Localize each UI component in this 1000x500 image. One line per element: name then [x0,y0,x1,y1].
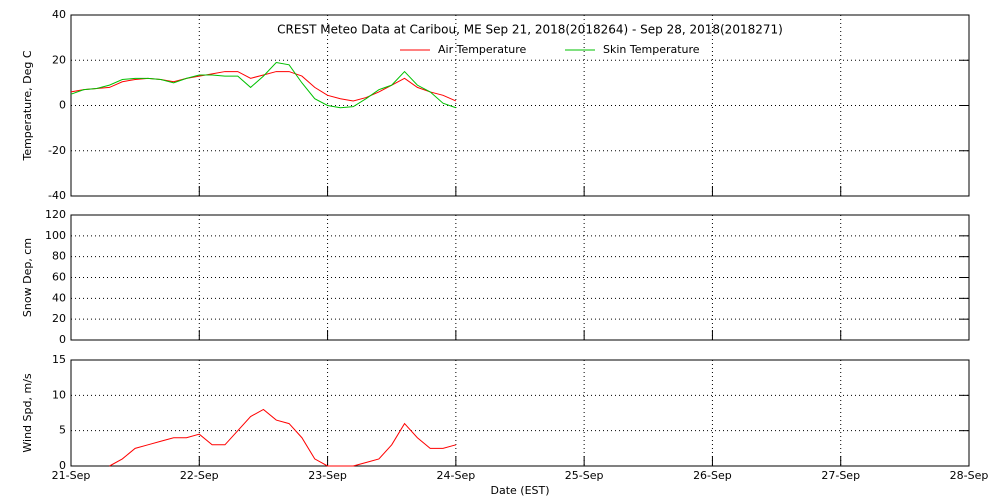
y-tick-label: 0 [59,99,66,112]
y-tick-label: 60 [52,271,66,284]
y-tick-label: 5 [59,424,66,437]
y-tick-label: 20 [52,53,66,66]
y-tick-label: 120 [45,208,66,221]
x-tick-label: 23-Sep [308,469,347,482]
plot-frame [70,214,970,341]
series-line [109,408,456,467]
plot-frame [70,359,970,467]
x-tick-label: 26-Sep [693,469,732,482]
y-axis-label: Temperature, Deg C [21,50,34,161]
plot-frame [70,14,970,197]
y-tick-label: 80 [52,250,66,263]
y-tick-label: 15 [52,353,66,366]
legend-label: Air Temperature [438,43,527,56]
y-axis-label: Wind Spd, m/s [21,373,34,453]
legend-label: Skin Temperature [603,43,700,56]
x-tick-label: 28-Sep [950,469,989,482]
x-tick-label: 24-Sep [437,469,476,482]
y-tick-label: -40 [48,189,66,202]
y-tick-label: 40 [52,8,66,21]
x-tick-label: 27-Sep [821,469,860,482]
y-tick-label: 0 [59,459,66,472]
y-tick-label: -20 [48,144,66,157]
y-tick-label: 100 [45,229,66,242]
y-tick-label: 20 [52,312,66,325]
x-tick-label: 25-Sep [565,469,604,482]
chart-title: CREST Meteo Data at Caribou, ME Sep 21, … [277,23,783,37]
series-line [70,61,457,109]
y-axis-label: Snow Dep, cm [21,238,34,317]
y-tick-label: 10 [52,388,66,401]
y-tick-label: 40 [52,291,66,304]
x-tick-label: 22-Sep [180,469,219,482]
y-tick-label: 0 [59,333,66,346]
x-axis-label: Date (EST) [490,484,549,497]
x-tick-label: 21-Sep [52,469,91,482]
